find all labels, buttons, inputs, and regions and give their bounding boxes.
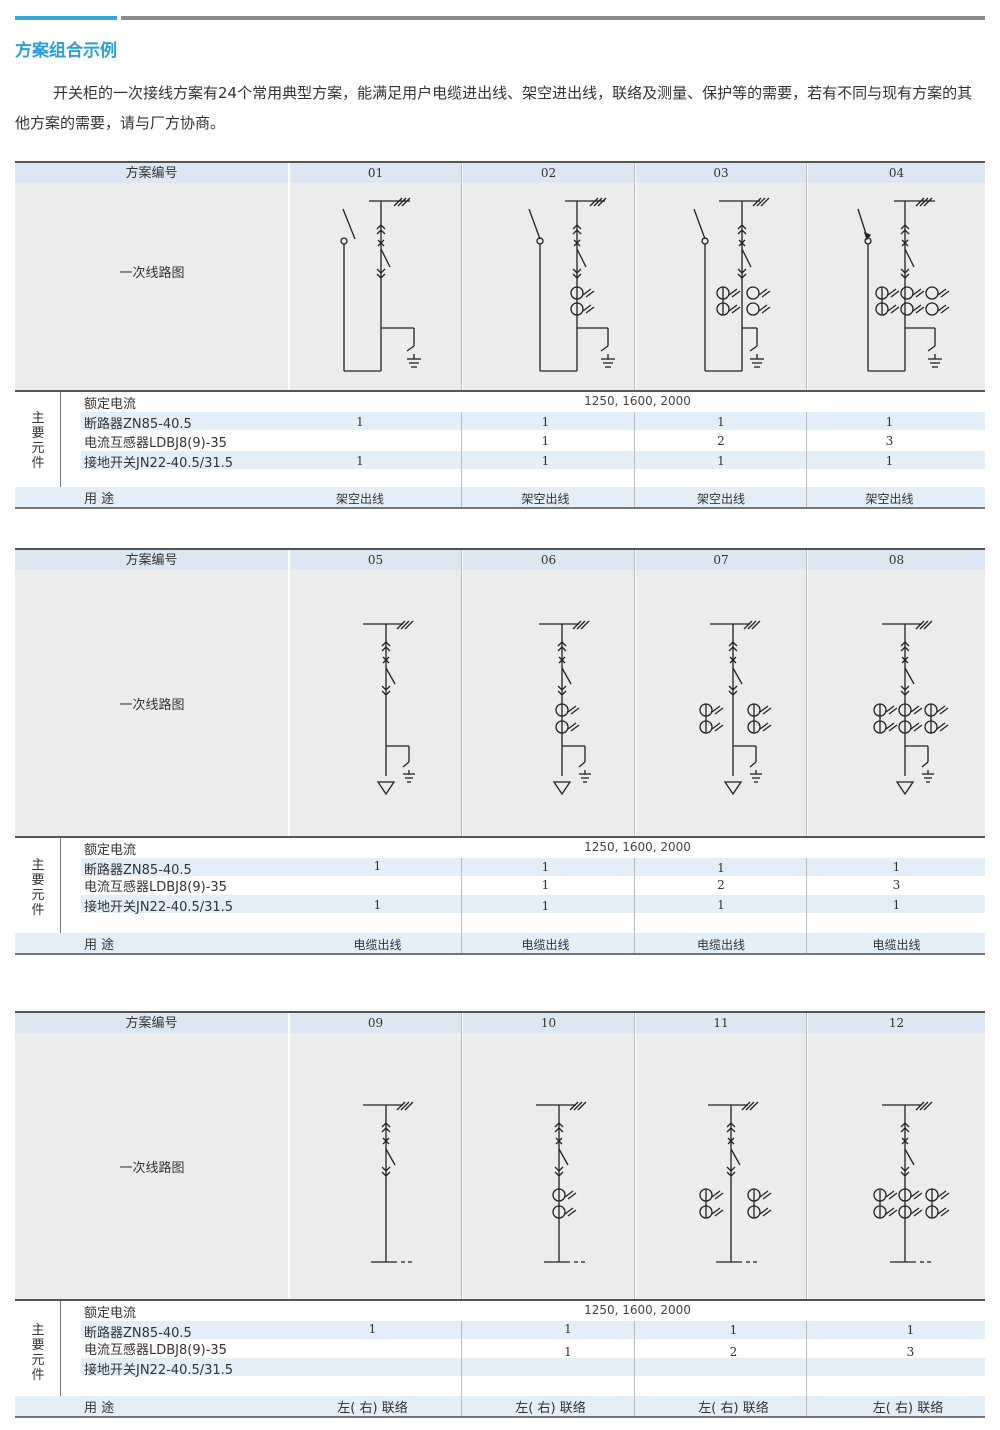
earthing-05: 1 [373,898,382,912]
usage-01: 架空出线 [335,492,384,506]
schematic-12 [873,1101,950,1263]
usage-07: 电缆出线 [696,938,745,952]
earthing-01: 1 [356,454,364,468]
scheme-no-08: 08 [808,550,985,570]
schematic-09 [363,1101,414,1263]
main-parts-label: 主要元件 [31,1323,45,1383]
scheme-table-1: 方案编号 01 02 03 04 一次线路图 [15,161,985,509]
schematic-10 [536,1101,587,1263]
scheme-no-02: 02 [463,163,634,183]
scheme-no-05: 05 [290,550,461,570]
ct-label: 电流互感器LDBJ8(9)-35 [84,1343,227,1358]
earthing-label: 接地开关JN22-40.5/31.5 [84,1363,234,1378]
earthing-label: 接地开关JN22-40.5/31.5 [84,456,234,471]
usage-06: 电缆出线 [521,938,570,952]
usage-03: 架空出线 [696,492,745,506]
scheme-table-3: 方案编号 09 10 11 12 一次线路图 [15,1011,985,1419]
breaker-05: 1 [373,859,382,873]
ct-12: 3 [906,1345,915,1359]
earthing-04: 1 [885,454,894,468]
breaker-10: 1 [564,1322,572,1336]
scheme-no-header: 方案编号 [15,163,288,183]
ct-02: 1 [541,434,550,448]
ct-10: 1 [564,1345,572,1359]
usage-12: 左( 右) 联络 [872,1401,944,1416]
earthing-07: 1 [717,898,725,912]
scheme-no-09: 09 [290,1013,461,1033]
rated-current-label: 额定电流 [84,843,137,858]
breaker-label: 断路器ZN85-40.5 [84,863,192,878]
scheme-no-header: 方案编号 [15,550,288,570]
schematic-08 [873,620,949,796]
scheme-no-06: 06 [463,550,634,570]
main-parts-label: 主要元件 [31,858,45,918]
diagram-label: 一次线路图 [119,698,185,713]
ct-04: 3 [885,434,894,448]
scheme-no-04: 04 [808,163,985,183]
breaker-label: 断路器ZN85-40.5 [84,417,192,432]
breaker-12: 1 [906,1323,915,1337]
usage-08: 电缆出线 [872,938,921,952]
schematic-11 [699,1101,772,1263]
usage-11: 左( 右) 联络 [698,1401,769,1416]
breaker-04: 1 [885,415,894,429]
schematic-02 [528,197,615,372]
main-parts-label: 主要元件 [31,411,45,471]
intro-paragraph: 开关柜的一次接线方案有24个常用典型方案，能满足用户电缆进出线、架空进出线，联络… [15,84,973,132]
section-title: 方案组合示例 [15,41,117,61]
ct-11: 2 [729,1345,738,1359]
breaker-11: 1 [729,1323,738,1337]
rated-current-value: 1250, 1600, 2000 [584,1303,691,1317]
breaker-03: 1 [717,415,725,429]
breaker-02: 1 [541,415,550,429]
usage-05: 电缆出线 [353,938,402,952]
diagram-label: 一次线路图 [119,1161,185,1176]
rated-current-label: 额定电流 [84,397,137,412]
breaker-01: 1 [356,415,364,429]
breaker-06: 1 [541,860,550,874]
breaker-08: 1 [892,860,901,874]
earthing-02: 1 [541,454,550,468]
usage-label: 用 途 [84,938,115,953]
breaker-09: 1 [368,1322,377,1336]
breaker-07: 1 [717,861,725,875]
title-accent-bar [15,16,117,20]
scheme-no-07: 07 [636,550,806,570]
usage-09: 左( 右) 联络 [337,1401,408,1416]
ct-label: 电流互感器LDBJ8(9)-35 [84,880,227,895]
earthing-06: 1 [541,899,550,913]
usage-02: 架空出线 [521,492,570,506]
scheme-no-01: 01 [290,163,461,183]
earthing-03: 1 [717,454,725,468]
schematic-03 [693,197,771,372]
rated-current-value: 1250, 1600, 2000 [584,394,691,408]
ct-06: 1 [541,878,550,892]
usage-04: 架空出线 [865,492,914,506]
rated-current-label: 额定电流 [84,1306,137,1321]
schematic-04 [857,197,950,372]
ct-03: 2 [717,434,725,448]
earthing-08: 1 [892,898,901,912]
usage-label: 用 途 [84,492,115,507]
scheme-no-03: 03 [636,163,806,183]
ct-07: 2 [717,878,725,892]
schematic-01 [340,197,421,372]
ct-label: 电流互感器LDBJ8(9)-35 [84,436,227,451]
schematic-07 [699,620,772,796]
usage-10: 左( 右) 联络 [515,1401,586,1416]
scheme-table-2: 方案编号 05 06 07 08 一次线路图 [15,548,985,956]
schematic-05 [363,620,415,796]
title-divider-bar [121,16,985,20]
rated-current-value: 1250, 1600, 2000 [584,840,691,854]
schematic-06 [539,620,591,796]
earthing-label: 接地开关JN22-40.5/31.5 [84,900,234,915]
scheme-no-header: 方案编号 [15,1013,288,1033]
scheme-no-11: 11 [636,1013,806,1033]
scheme-no-12: 12 [808,1013,985,1033]
ct-08: 3 [892,878,901,892]
breaker-label: 断路器ZN85-40.5 [84,1326,192,1341]
usage-label: 用 途 [84,1401,115,1416]
diagram-label: 一次线路图 [119,266,185,281]
scheme-no-10: 10 [463,1013,634,1033]
